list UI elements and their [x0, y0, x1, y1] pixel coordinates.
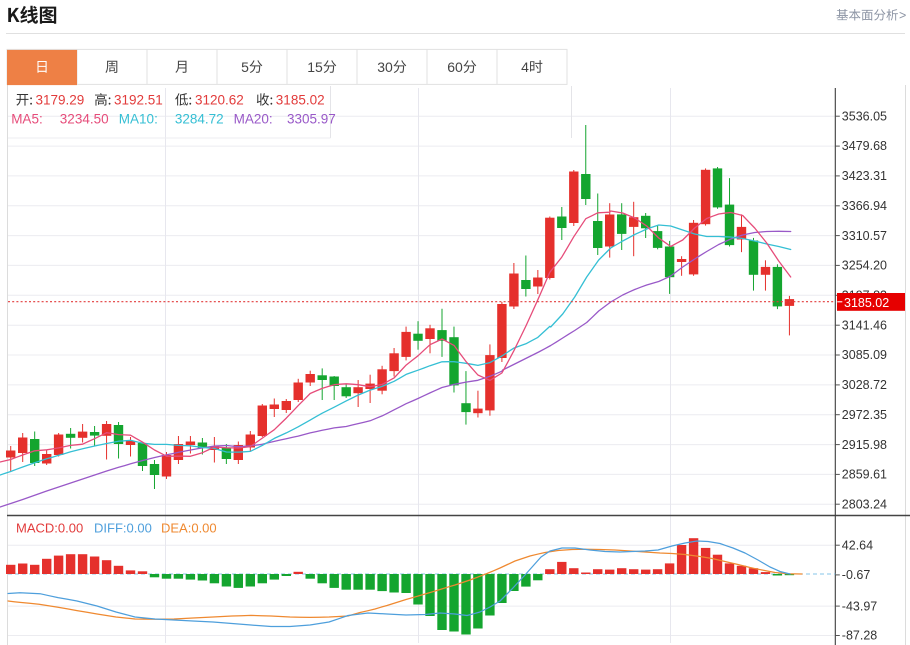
svg-text:3284.72: 3284.72: [175, 112, 224, 127]
svg-text:DEA:0.00: DEA:0.00: [161, 521, 217, 536]
svg-text:-43.97: -43.97: [842, 599, 877, 613]
svg-text:3310.57: 3310.57: [842, 229, 887, 243]
svg-text:-87.28: -87.28: [842, 629, 877, 643]
svg-text:MA10:: MA10:: [119, 112, 158, 127]
svg-text:3536.05: 3536.05: [842, 109, 887, 123]
svg-text:MA20:: MA20:: [234, 112, 273, 127]
svg-text:MACD:0.00: MACD:0.00: [16, 521, 83, 536]
svg-text:4: 4: [521, 59, 529, 75]
svg-text:3141.46: 3141.46: [842, 318, 887, 332]
svg-text:2972.35: 2972.35: [842, 408, 887, 422]
svg-text:3305.97: 3305.97: [287, 112, 336, 127]
svg-text:3085.09: 3085.09: [842, 348, 887, 362]
svg-text:3366.94: 3366.94: [842, 199, 887, 213]
svg-text:3185.02: 3185.02: [276, 93, 325, 108]
svg-text:MA5:: MA5:: [11, 112, 43, 127]
svg-text:3028.72: 3028.72: [842, 378, 887, 392]
svg-text:2803.24: 2803.24: [842, 497, 887, 511]
svg-text:3254.20: 3254.20: [842, 259, 887, 273]
svg-text:15: 15: [307, 59, 323, 75]
svg-text:-0.67: -0.67: [842, 568, 871, 582]
svg-text:3423.31: 3423.31: [842, 169, 887, 183]
svg-text:5: 5: [241, 59, 249, 75]
svg-text:2859.61: 2859.61: [842, 468, 887, 482]
svg-text:3479.68: 3479.68: [842, 139, 887, 153]
svg-text:42.64: 42.64: [842, 538, 873, 552]
svg-text:3234.50: 3234.50: [60, 112, 109, 127]
svg-text:3192.51: 3192.51: [114, 93, 163, 108]
svg-text:2915.98: 2915.98: [842, 438, 887, 452]
svg-text:>: >: [899, 9, 906, 23]
svg-text:3185.02: 3185.02: [844, 296, 889, 310]
svg-text:30: 30: [377, 59, 393, 75]
svg-text:3179.29: 3179.29: [36, 93, 85, 108]
svg-text:DIFF:0.00: DIFF:0.00: [94, 521, 152, 536]
svg-text:60: 60: [447, 59, 463, 75]
svg-text:3120.62: 3120.62: [195, 93, 244, 108]
